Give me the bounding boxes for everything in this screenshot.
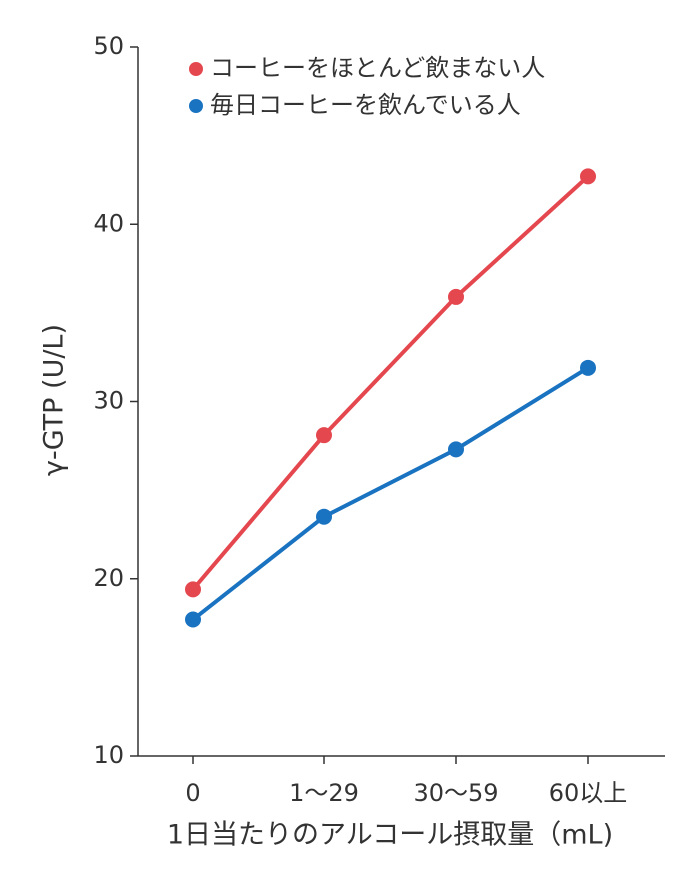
y-tick-label: 40 (93, 209, 124, 237)
legend-label: コーヒーをほとんど飲まない人 (210, 54, 545, 82)
series-line (191, 366, 590, 622)
x-axis-label: 1日当たりのアルコール摂取量（mL) (167, 820, 613, 851)
x-tick-label: 60以上 (549, 779, 628, 807)
legend-marker (189, 99, 203, 113)
series-line (191, 174, 590, 591)
point (185, 611, 201, 628)
y-tick-label: 20 (93, 564, 124, 592)
x-tick-label: 30〜59 (413, 779, 498, 807)
legend-marker (189, 62, 203, 76)
point (185, 581, 201, 598)
point (448, 288, 464, 305)
x-tick-label: 1〜29 (289, 779, 359, 807)
point (580, 359, 596, 376)
point (448, 441, 464, 458)
y-tick-label: 10 (93, 741, 124, 769)
point (316, 508, 332, 525)
y-axis-label: γ-GTP (U/L) (39, 324, 70, 476)
legend-label: 毎日コーヒーを飲んでいる人 (210, 91, 521, 119)
y-tick-label: 30 (93, 387, 124, 415)
point (580, 168, 596, 185)
y-tick-label: 50 (93, 32, 124, 60)
x-tick-label: 0 (185, 779, 200, 807)
point (316, 427, 332, 444)
